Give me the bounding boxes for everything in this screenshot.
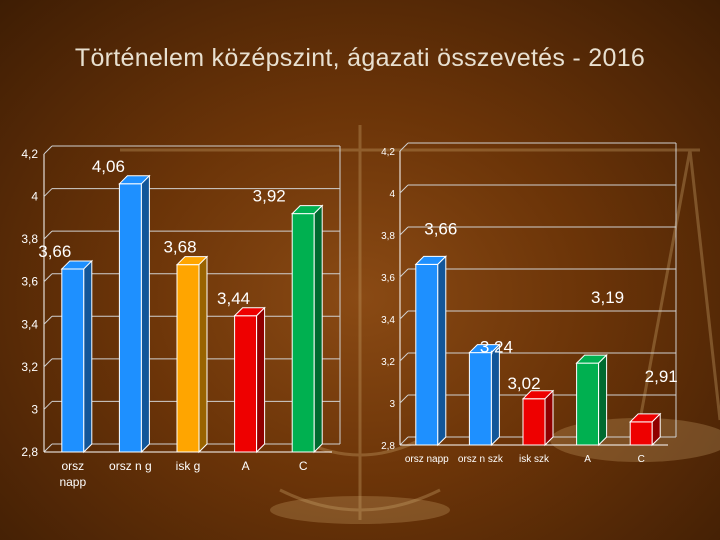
chart-2-bar-side [544, 389, 554, 447]
chart-2-bar [629, 421, 653, 446]
chart-1-y-tick-label: 3,8 [21, 232, 38, 246]
chart-2-data-label: 3,24 [480, 338, 513, 357]
chart-2-bar [468, 352, 492, 446]
chart-1-data-label: 3,68 [163, 238, 196, 257]
chart-1-bar-side [256, 306, 266, 454]
chart-1-gridline-diag [43, 145, 53, 155]
chart-1-gridline-diag [43, 443, 53, 453]
chart-2-gridline-diag [399, 310, 409, 320]
chart-1-bar [118, 183, 142, 453]
chart-1-y-tick-label: 4 [31, 190, 38, 204]
chart-2-gridline-diag [399, 436, 409, 446]
chart-1-y-tick-label: 3,6 [21, 275, 38, 289]
chart-1-category-label-line2: napp [59, 475, 86, 489]
chart-2-data-label: 3,19 [591, 288, 624, 307]
chart-1-bar-side [83, 259, 93, 454]
chart-1-bar [234, 315, 258, 453]
chart-2-y-tick-label: 3,8 [381, 231, 395, 242]
chart-1-category-label: orsz [61, 459, 84, 473]
chart-2-category-label: isk szk [519, 454, 550, 465]
chart-2-data-label: 2,91 [645, 367, 678, 386]
chart-2-y-tick-label: 3,2 [381, 357, 395, 368]
chart-2-gridline-diag [399, 184, 409, 194]
chart-2-bar-side [437, 255, 447, 447]
chart-1-bar [61, 268, 85, 453]
chart-2-bar-side [651, 412, 661, 447]
chart-1-gridline-diag [43, 273, 53, 283]
chart-2-category-label: orsz n szk [458, 454, 504, 465]
chart-2-gridline-diag [399, 394, 409, 404]
chart-1-data-label: 3,66 [38, 242, 71, 261]
chart-2-gridline-diag [399, 268, 409, 278]
chart-1-category-label: C [299, 459, 308, 473]
chart-1-y-tick-label: 3,2 [21, 360, 38, 374]
chart-1-bar [176, 264, 200, 453]
chart-1-gridline-diag [43, 401, 53, 410]
chart-2-y-tick-label: 2,8 [381, 441, 395, 452]
chart-1-bar-side [198, 255, 208, 454]
chart-1-gridline-diag [43, 315, 53, 325]
chart-1-gridline-diag [43, 230, 53, 240]
chart-1-data-label: 3,44 [217, 289, 250, 308]
chart-1-category-label: A [242, 459, 250, 473]
chart-1-category-label: isk g [176, 459, 201, 473]
chart-1-y-tick-label: 2,8 [21, 445, 38, 459]
chart-2-bar [415, 263, 439, 446]
chart-1-bar-side [140, 174, 150, 454]
chart-2-y-tick-label: 4 [389, 189, 395, 200]
chart-2-gridline-diag [399, 226, 409, 236]
chart-2-data-label: 3,66 [424, 219, 457, 238]
chart-title: Történelem középszint, ágazati összeveté… [74, 44, 646, 72]
chart-2-bar [522, 398, 546, 446]
chart-2-y-tick-label: 4,2 [381, 147, 395, 158]
chart-2-bar-side [598, 353, 608, 447]
chart-2-y-tick-label: 3 [389, 399, 395, 410]
chart-2-y-tick-label: 3,4 [381, 315, 395, 326]
chart-1-y-tick-label: 4,2 [21, 147, 38, 161]
chart-2-gridline-diag [399, 142, 409, 152]
chart-1-category-label: orsz n g [109, 459, 152, 473]
chart-1-gridline-diag [43, 188, 53, 197]
chart-1-y-tick-label: 3,4 [21, 317, 38, 331]
chart-2-category-label: C [638, 454, 645, 465]
chart-2-bar-side [490, 343, 500, 447]
chart-2-category-label: orsz napp [405, 454, 449, 465]
chart-2-y-tick-label: 3,6 [381, 273, 395, 284]
chart-1-data-label: 4,06 [92, 157, 125, 176]
chart-1-bar-side [313, 204, 323, 454]
chart-1-y-tick-label: 3 [31, 402, 38, 416]
chart-1-bar [291, 213, 315, 453]
chart-2-category-label: A [584, 454, 591, 465]
chart-2-data-label: 3,02 [507, 374, 540, 393]
chart-1-gridline-diag [43, 358, 53, 368]
chart-2-gridline-diag [399, 352, 409, 362]
chart-1-data-label: 3,92 [253, 187, 286, 206]
chart-2-bar [576, 362, 600, 446]
